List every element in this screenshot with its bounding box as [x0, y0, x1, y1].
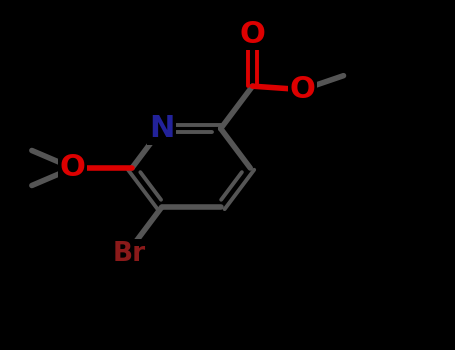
Text: O: O	[290, 75, 315, 104]
Text: O: O	[240, 20, 265, 49]
Text: O: O	[60, 154, 86, 182]
Text: Br: Br	[113, 241, 146, 267]
Text: N: N	[149, 114, 174, 143]
